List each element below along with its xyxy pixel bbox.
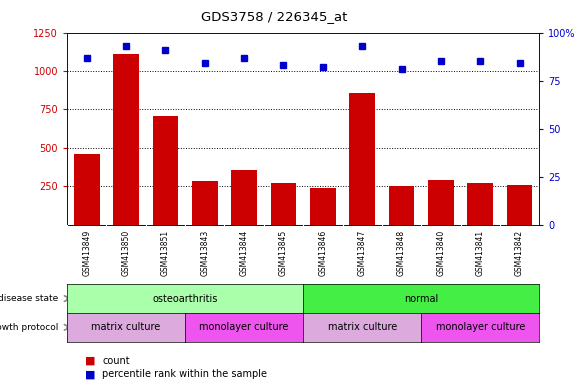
Text: count: count xyxy=(102,356,129,366)
Text: ■: ■ xyxy=(85,369,95,379)
Bar xyxy=(310,188,336,225)
Bar xyxy=(153,116,178,225)
Bar xyxy=(507,185,532,225)
Bar xyxy=(192,181,217,225)
Text: normal: normal xyxy=(404,293,438,304)
Text: GSM413847: GSM413847 xyxy=(358,229,367,276)
Text: ■: ■ xyxy=(85,356,95,366)
Bar xyxy=(74,154,100,225)
Text: GSM413841: GSM413841 xyxy=(476,229,484,276)
Text: GDS3758 / 226345_at: GDS3758 / 226345_at xyxy=(201,10,347,23)
Bar xyxy=(349,93,375,225)
Text: GSM413842: GSM413842 xyxy=(515,229,524,276)
Bar xyxy=(113,54,139,225)
Bar xyxy=(271,183,296,225)
Text: GSM413848: GSM413848 xyxy=(397,229,406,276)
Bar xyxy=(389,186,415,225)
Text: GSM413846: GSM413846 xyxy=(318,229,327,276)
Text: osteoarthritis: osteoarthritis xyxy=(152,293,218,304)
Bar xyxy=(468,183,493,225)
Text: growth protocol: growth protocol xyxy=(0,323,58,332)
Bar xyxy=(428,180,454,225)
Text: GSM413851: GSM413851 xyxy=(161,229,170,276)
Text: GSM413850: GSM413850 xyxy=(122,229,131,276)
Text: monolayer culture: monolayer culture xyxy=(199,322,289,333)
Text: matrix culture: matrix culture xyxy=(328,322,397,333)
Text: GSM413840: GSM413840 xyxy=(437,229,445,276)
Bar xyxy=(231,170,257,225)
Text: disease state: disease state xyxy=(0,294,58,303)
Text: GSM413845: GSM413845 xyxy=(279,229,288,276)
Text: matrix culture: matrix culture xyxy=(92,322,161,333)
Text: percentile rank within the sample: percentile rank within the sample xyxy=(102,369,267,379)
Text: monolayer culture: monolayer culture xyxy=(436,322,525,333)
Text: GSM413849: GSM413849 xyxy=(82,229,91,276)
Text: GSM413843: GSM413843 xyxy=(201,229,209,276)
Text: GSM413844: GSM413844 xyxy=(240,229,248,276)
